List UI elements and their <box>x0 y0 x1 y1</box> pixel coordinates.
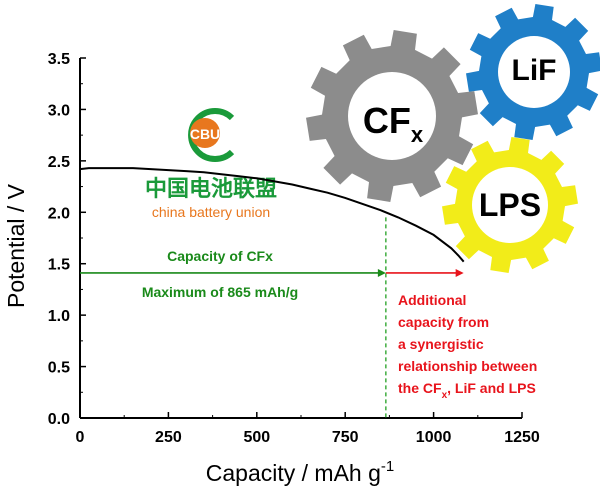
logo-chinese-text: 中国电池联盟 <box>145 177 277 202</box>
y-tick-label: 1.0 <box>48 308 70 325</box>
x-tick-label: 0 <box>76 429 85 446</box>
y-ticks: 0.0 0.5 1.0 1.5 2.0 2.5 3.0 3.5 <box>48 51 86 428</box>
gear-hole <box>472 167 548 243</box>
y-tick-label: 2.0 <box>48 205 70 222</box>
lif-gear-icon <box>466 4 600 140</box>
x-axis-title: Capacity / mAh g-1 <box>206 458 394 486</box>
logo-badge-circle <box>190 118 220 148</box>
y-tick-label: 1.5 <box>48 257 70 274</box>
y-tick-label: 2.5 <box>48 154 70 171</box>
gear-hole <box>498 36 570 108</box>
x-tick-label: 750 <box>332 429 359 446</box>
cfx-gear-label: CFx <box>363 100 424 147</box>
gear-hole <box>348 72 436 160</box>
x-tick-label: 1000 <box>416 429 452 446</box>
annotation-additional-1: Additional <box>398 292 466 308</box>
x-tick-label: 1250 <box>504 429 540 446</box>
lps-gear-label: LPS <box>479 187 541 223</box>
y-tick-label: 3.5 <box>48 51 70 68</box>
additional-capacity-arrow-head <box>455 268 464 277</box>
logo-badge-text: CBU <box>190 126 220 142</box>
x-ticks: 0 250 500 750 1000 1250 <box>76 412 540 446</box>
annotation-maximum: Maximum of 865 mAh/g <box>142 284 298 300</box>
lif-gear-label: LiF <box>512 54 557 87</box>
annotation-additional-4: relationship between <box>398 358 537 374</box>
y-axis-title: Potential / V <box>3 183 29 308</box>
y-tick-label: 3.0 <box>48 102 70 119</box>
x-tick-label: 500 <box>243 429 270 446</box>
x-tick-label: 250 <box>155 429 182 446</box>
annotation-capacity-cfx: Capacity of CFx <box>167 248 273 264</box>
lps-gear-icon <box>442 137 578 273</box>
annotation-additional-5: the CFx, LiF and LPS <box>398 380 536 401</box>
cfx-capacity-arrow-head <box>377 268 386 277</box>
y-tick-label: 0.5 <box>48 360 70 377</box>
series-layer <box>79 167 465 418</box>
y-tick-label: 0.0 <box>48 411 70 428</box>
logo-english-text: china battery union <box>152 204 270 220</box>
annotation-additional-2: capacity from <box>398 314 489 330</box>
annotation-additional-3: a synergistic <box>398 336 484 352</box>
cfx-gear-icon <box>306 30 478 202</box>
cbu-logo: CBU 中国电池联盟 china battery union <box>145 108 277 220</box>
discharge-curve <box>79 167 465 263</box>
